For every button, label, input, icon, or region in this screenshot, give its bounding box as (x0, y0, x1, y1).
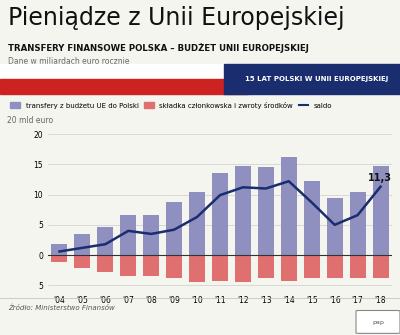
Text: Źródło: Ministerstwo Finansów: Źródło: Ministerstwo Finansów (8, 305, 115, 311)
Bar (166, 255, 182, 278)
Text: 15 LAT POLSKI W UNII EUROPEJSKIEJ: 15 LAT POLSKI W UNII EUROPEJSKIEJ (245, 76, 388, 82)
Bar (97, 227, 113, 255)
Bar (235, 255, 251, 282)
Bar (258, 255, 274, 277)
Bar (327, 198, 343, 255)
Bar (189, 192, 205, 255)
Bar (74, 234, 90, 255)
Bar (372, 166, 388, 255)
Bar (74, 255, 90, 268)
Text: 11,3: 11,3 (368, 173, 392, 183)
Bar (212, 255, 228, 281)
Bar (0, 64, 248, 79)
Bar (52, 244, 68, 255)
Bar (235, 166, 251, 255)
Bar (212, 174, 228, 255)
Bar (52, 255, 68, 262)
Bar (97, 255, 113, 272)
Bar (350, 255, 366, 278)
Text: TRANSFERY FINANSOWE POLSKA – BUDŻET UNII EUROPEJSKIEJ: TRANSFERY FINANSOWE POLSKA – BUDŻET UNII… (8, 44, 309, 53)
Bar (189, 255, 205, 282)
Bar (120, 255, 136, 276)
Bar (143, 215, 159, 255)
Legend: transfery z budżetu UE do Polski, składka członkowska i zwroty środków, saldo: transfery z budżetu UE do Polski, składk… (8, 99, 335, 111)
Text: 20 mld euro: 20 mld euro (7, 116, 53, 125)
Bar (281, 255, 297, 280)
Bar (304, 181, 320, 255)
Bar (304, 255, 320, 278)
Bar (327, 255, 343, 277)
Bar (258, 167, 274, 255)
Bar (372, 255, 388, 278)
Bar (143, 255, 159, 276)
Text: Dane w miliardach euro rocznie: Dane w miliardach euro rocznie (8, 57, 130, 66)
Bar (350, 192, 366, 255)
Bar (166, 202, 182, 255)
Bar (224, 64, 400, 94)
Text: pap: pap (372, 320, 384, 325)
Bar (281, 157, 297, 255)
Text: Pieniądze z Unii Europejskiej: Pieniądze z Unii Europejskiej (8, 6, 345, 30)
Bar (120, 215, 136, 255)
FancyBboxPatch shape (356, 311, 400, 333)
Bar (0, 79, 248, 94)
